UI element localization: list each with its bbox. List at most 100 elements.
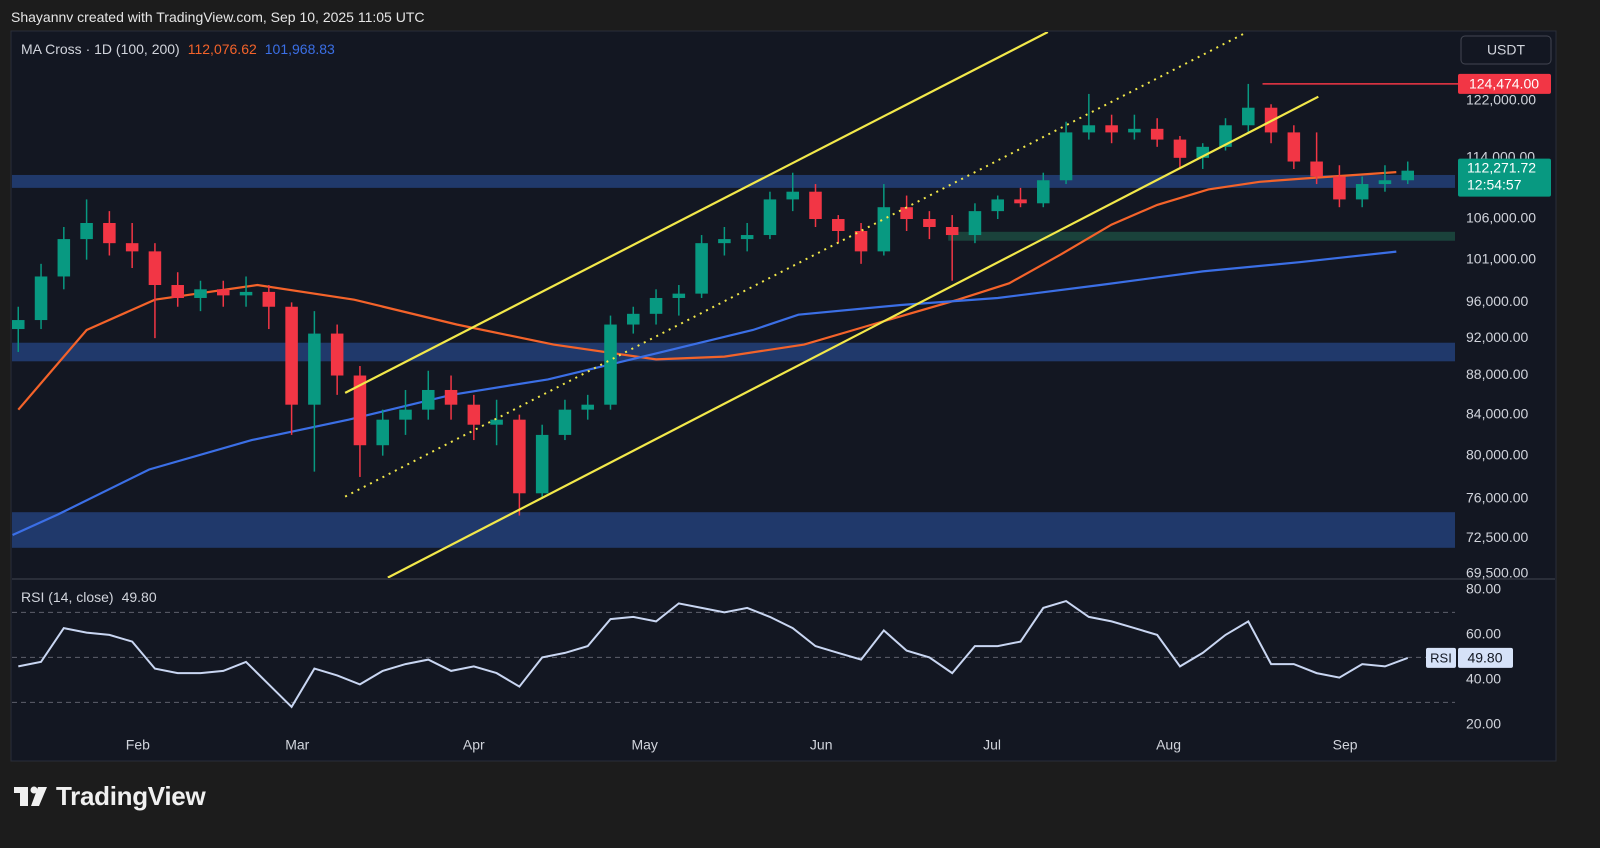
credit: Shayannv created with TradingView.com, S… (11, 9, 425, 25)
candle-body (877, 207, 891, 252)
y-tick-label: 40.00 (1466, 671, 1501, 687)
brand-logo (14, 786, 47, 806)
currency-box[interactable] (1460, 35, 1552, 65)
candle-body (376, 419, 389, 446)
rsi-value: 49.80 (121, 589, 157, 605)
candle-body (649, 297, 663, 314)
candle-body (763, 199, 777, 236)
y-tick-label: 69,500.00 (1466, 565, 1528, 581)
trendline (344, 32, 1049, 394)
candle-body (1310, 161, 1323, 177)
candle-body (262, 291, 276, 307)
y-tick-label: 84,000.00 (1466, 405, 1528, 421)
y-tick-label: 101,000.00 (1466, 250, 1536, 266)
rsi-value-tag: 49.80 (1467, 650, 1502, 666)
x-tick-label: Mar (285, 737, 309, 753)
candle-body (1150, 128, 1164, 140)
candle-body (148, 251, 162, 286)
candle-body (80, 222, 93, 240)
x-tick-label: Sep (1333, 737, 1358, 753)
x-tick-label: Apr (463, 737, 485, 753)
candle-body (34, 276, 48, 321)
rsi-line (18, 600, 1409, 709)
candle-body (900, 207, 913, 220)
moving-average (17, 171, 1397, 411)
candle-body (968, 211, 982, 236)
candle-body (330, 333, 344, 376)
y-tick-label: 122,000.00 (1466, 91, 1536, 107)
last-price-tag (1458, 158, 1551, 197)
candle-body (194, 289, 207, 298)
ma-value: 101,968.83 (264, 41, 335, 57)
rsi-tag: RSI (1430, 650, 1452, 665)
candle-body (1196, 146, 1209, 158)
peak-tag (1458, 73, 1551, 94)
candle-body (535, 434, 549, 494)
candle-body (308, 333, 321, 405)
candle-body (923, 219, 936, 227)
y-tick-label: 80,000.00 (1466, 446, 1528, 462)
y-tick-label: 88,000.00 (1466, 366, 1528, 382)
candle-body (467, 404, 481, 425)
candle-body (718, 239, 731, 244)
indicator-legend: MA Cross · 1D (100, 200) 112,076.62 101,… (21, 41, 335, 57)
y-tick-label: 76,000.00 (1466, 490, 1528, 506)
support-zone (948, 231, 1455, 241)
trendline (387, 95, 1319, 578)
brand: TradingView (56, 781, 206, 811)
candle-body (854, 231, 868, 252)
countdown: 12:54:57 (1467, 176, 1522, 192)
candle-body (422, 389, 435, 410)
candle-body (1378, 180, 1392, 185)
candle-body (1355, 184, 1369, 200)
y-tick-label: 72,500.00 (1466, 529, 1528, 545)
chart-background (10, 30, 1557, 762)
candle-body (1173, 139, 1187, 158)
candle-body (945, 226, 959, 236)
candle-body (832, 219, 845, 232)
candle-body (353, 375, 367, 446)
rsi-tag-box (1426, 647, 1456, 668)
candle-body (1014, 199, 1027, 204)
x-tick-label: May (631, 737, 657, 753)
y-tick-label: 20.00 (1466, 716, 1501, 732)
candle-body (991, 199, 1004, 212)
x-tick-label: Feb (126, 737, 150, 753)
candle-body (1037, 180, 1050, 204)
candle-body (740, 235, 754, 240)
y-tick-label: 60.00 (1466, 626, 1501, 642)
candle-body (513, 419, 526, 494)
candle-body (1287, 132, 1301, 162)
candle-body (171, 285, 184, 298)
candle-body (1082, 125, 1096, 133)
support-zone (12, 512, 1455, 548)
moving-average (12, 250, 1397, 537)
rsi-title: RSI (14, close) (21, 589, 114, 605)
x-tick-label: Aug (1156, 737, 1181, 753)
trendline (344, 32, 1248, 498)
ma-value: 112,076.62 (187, 41, 257, 57)
candle-body (57, 239, 71, 277)
rsi-legend: RSI (14, close) 49.80 (21, 589, 157, 605)
candle-body (490, 419, 503, 425)
candle-body (1401, 170, 1414, 181)
candle-body (1059, 132, 1073, 181)
candle-body (786, 191, 799, 200)
candle-body (1219, 125, 1232, 147)
candle-body (399, 409, 412, 420)
y-tick-label: 92,000.00 (1466, 329, 1528, 345)
support-zone (12, 342, 1455, 362)
currency: USDT (1487, 42, 1526, 58)
candle-body (1333, 176, 1346, 200)
indicator-name: MA Cross · 1D (100, 200) (21, 41, 180, 57)
candle-body (604, 324, 617, 405)
candle-body (444, 389, 458, 405)
candle-body (1128, 128, 1141, 133)
last-price-label: 112,271.72 (1467, 159, 1536, 175)
y-tick-label: 106,000.00 (1466, 210, 1536, 226)
candle-body (1105, 125, 1118, 133)
candle-body (217, 289, 230, 296)
candle-body (695, 243, 708, 294)
